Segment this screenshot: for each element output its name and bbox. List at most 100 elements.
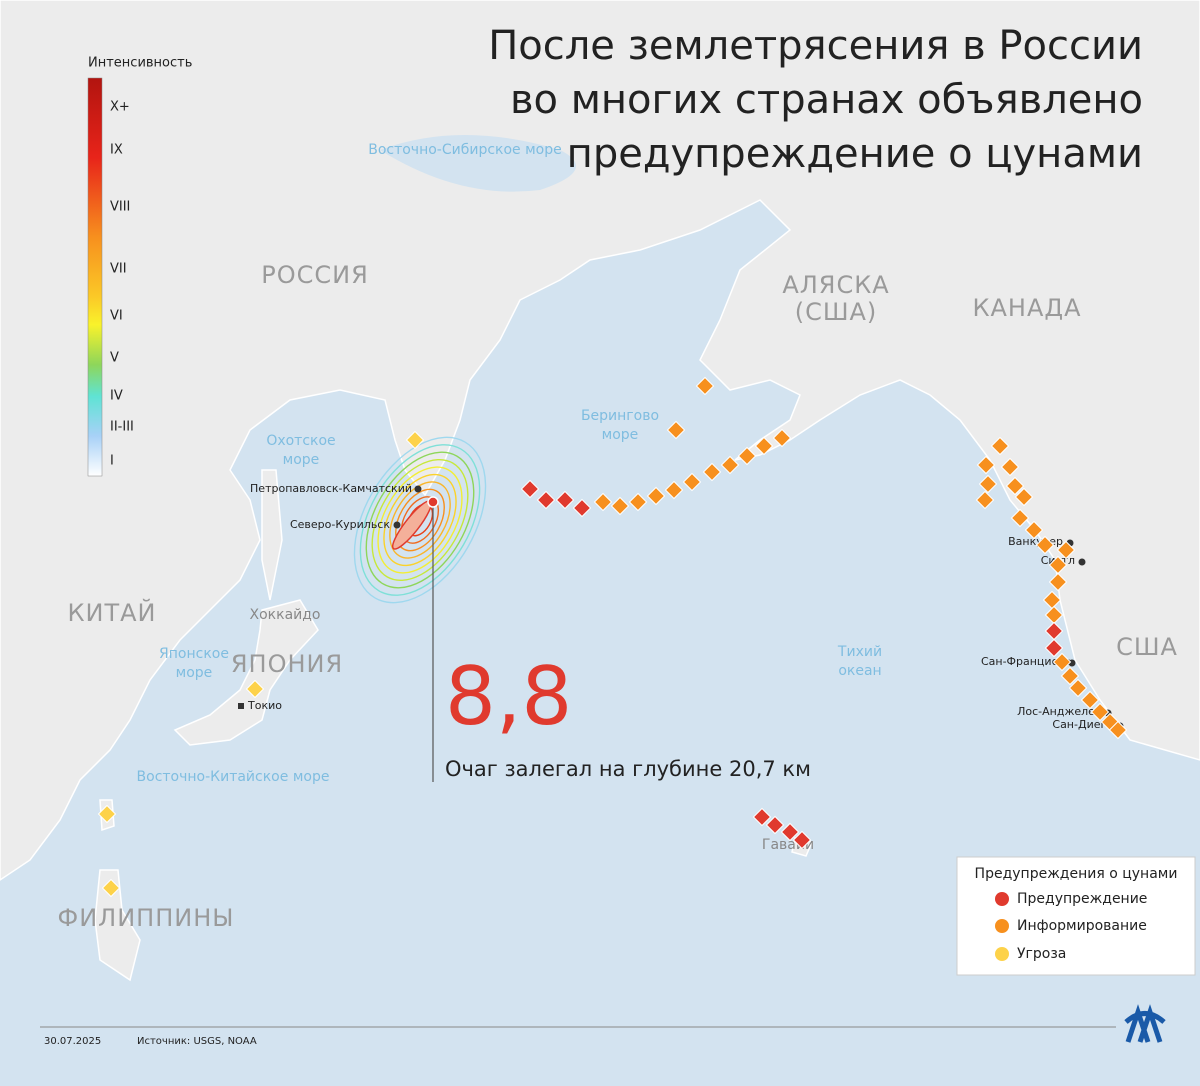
warning-marker [245,679,265,699]
warning-marker [101,878,121,898]
city-label: Петропавловск-Камчатский [250,482,412,495]
city-label: Токио [247,699,282,712]
warning-marker [1108,720,1128,740]
logo [1124,1004,1166,1043]
country-label: РОССИЯ [261,261,369,289]
warning-marker [1014,487,1034,507]
warning-marker [610,496,630,516]
sea-label: море [602,427,639,443]
intensity-level: II-III [110,420,134,435]
warning-marker [664,480,684,500]
warning-marker [555,490,575,510]
warning-marker [737,446,757,466]
warning-marker [1056,540,1076,560]
sea-label: Восточно-Сибирское море [368,142,562,158]
labels: РОССИЯ АЛЯСКА(США) КАНАДА США КИТАЙ ЯПОНИЯ ФИЛ… [58,142,1178,932]
contour [365,451,475,589]
warning-marker [754,436,774,456]
logo-mark [1124,1004,1166,1043]
warning-marker [1044,621,1064,641]
sea-label: Охотское [266,433,335,449]
contour [377,466,463,574]
intensity-levels: X+ IX VIII VII VI V IV II-III I [110,100,134,469]
warning-marker [593,492,613,512]
city-label: Лос-Анджелес [1017,705,1101,718]
country-label: (США) [795,298,878,326]
contour [371,458,469,582]
legend-swatch [995,919,1009,933]
city-label: Сан-Франциско [981,655,1071,668]
warning-marker [646,486,666,506]
japan [173,599,319,746]
tsunami-markers [97,376,1128,898]
warning-marker [1044,605,1064,625]
warning-marker [1068,678,1088,698]
intensity-level: VII [110,262,127,277]
warning-marker [1052,652,1072,672]
title-line: во многих странах объявлено [510,77,1143,123]
sea-label: Берингово [581,408,659,424]
warning-marker [1048,555,1068,575]
warning-marker [572,498,592,518]
warning-marker [628,492,648,512]
legend-title: Предупреждения о цунами [975,866,1178,882]
legend-item: Информирование [1017,918,1147,934]
intensity-level: X+ [110,100,130,115]
warning-marker [720,455,740,475]
sea-label: Восточно-Китайское море [137,769,330,785]
warning-marker [536,490,556,510]
legend-swatch [995,892,1009,906]
city-dot [238,703,244,709]
sea-label: Японское [159,646,229,662]
footer-source: Источник: USGS, NOAA [137,1036,257,1047]
country-label: АЛЯСКА [782,271,889,299]
city-label: Северо-Курильск [290,518,390,531]
philippines [94,869,141,982]
intensity-bar [87,77,103,477]
island-label: Хоккайдо [250,607,321,623]
contour [353,436,487,604]
city-dot [393,521,401,529]
warning-marker [1060,666,1080,686]
sea-label: море [283,452,320,468]
warning-marker [792,830,812,850]
warning-marker [666,420,686,440]
warning-marker [976,455,996,475]
warning-marker [752,807,772,827]
east-siberian-sea [380,135,576,192]
warning-marker [1080,690,1100,710]
warning-marker [1048,572,1068,592]
title-line: После землетрясения в России [488,23,1143,69]
warning-marker [1035,535,1055,555]
depth: Очаг залегал на глубине 20,7 км [445,757,811,781]
warning-marker [978,474,998,494]
warning-marker [1090,702,1110,722]
intensity-title: Интенсивность [88,56,192,71]
sea-label: море [176,665,213,681]
warning-marker [695,376,715,396]
warning-marker [780,822,800,842]
warning-marker [1005,476,1025,496]
title-line: предупреждение о цунами [567,131,1143,177]
city-label: Сан-Диего [1052,718,1113,731]
land-north [0,0,1200,881]
intensity-level: V [110,351,119,366]
warning-marker [975,490,995,510]
intensity-level: I [110,454,114,469]
country-label: ФИЛИППИНЫ [58,904,235,932]
warning-marker [1024,520,1044,540]
warning-marker [1042,590,1062,610]
country-label: ЯПОНИЯ [231,650,343,678]
country-label: КИТАЙ [67,598,156,627]
city-dot [414,485,422,493]
warning-marker [1010,508,1030,528]
intensity-level: IX [110,143,123,158]
warning-marker [405,430,425,450]
legend-swatch [995,947,1009,961]
country-label: США [1116,633,1178,661]
city-dot [1078,558,1086,566]
warning-marker [772,428,792,448]
intensity-level: IV [110,389,123,404]
warning-marker [520,479,540,499]
